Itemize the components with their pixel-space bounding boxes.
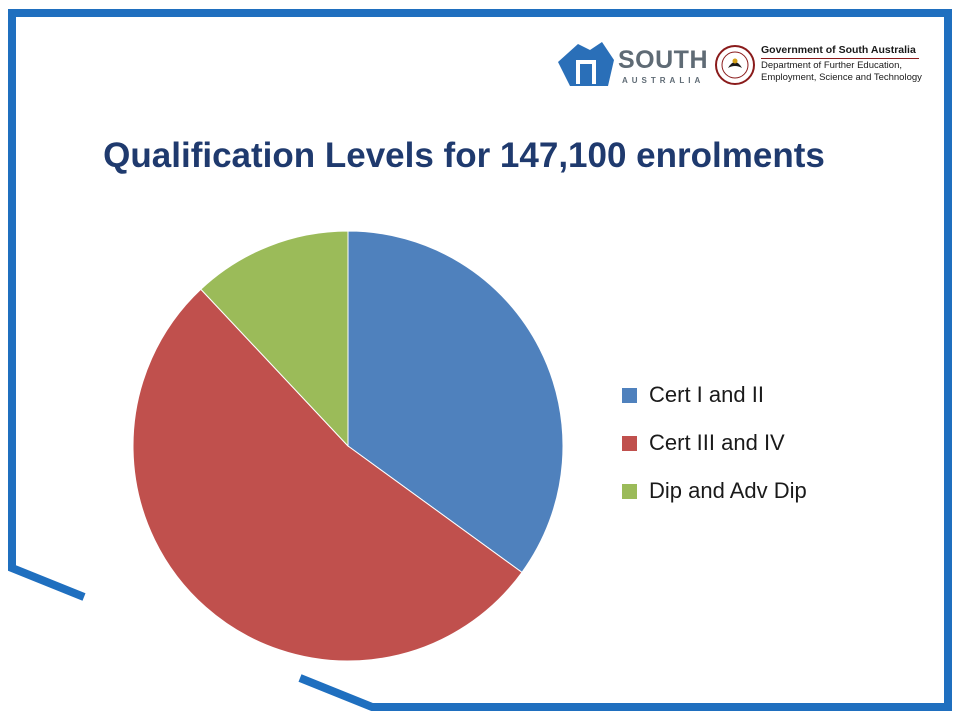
gov-divider	[761, 58, 919, 59]
legend-label: Cert III and IV	[649, 430, 785, 455]
frame-border	[8, 9, 952, 711]
legend-item: Cert III and IV	[622, 430, 807, 455]
legend-swatch	[622, 387, 637, 403]
pie-slice-cert-i-and-ii	[347, 230, 564, 574]
gov-dept-line1: Department of Further Education,	[761, 60, 902, 71]
frame-tail-left	[8, 560, 86, 601]
legend-label: Cert I and II	[649, 382, 764, 407]
state-badge-icon	[715, 45, 755, 85]
legend-item: Dip and Adv Dip	[622, 478, 807, 503]
chart-title: Qualification Levels for 147,100 enrolme…	[103, 136, 825, 175]
header-logos: SOUTH AUSTRALIA Government of South Aust…	[556, 38, 936, 98]
gov-dept: Department of Further Education, Employm…	[761, 60, 922, 84]
brand-name: SOUTH	[618, 46, 708, 74]
gov-title: Government of South Australia	[761, 44, 916, 56]
legend-label: Dip and Adv Dip	[649, 478, 807, 503]
pie-slice-dip-and-adv-dip	[200, 230, 349, 448]
gov-dept-line2: Employment, Science and Technology	[761, 72, 922, 83]
pie-slice-cert-iii-and-iv	[132, 288, 523, 662]
south-australia-logo-icon	[558, 42, 614, 86]
brand-sub: AUSTRALIA	[622, 76, 705, 85]
legend-item: Cert I and II	[622, 382, 807, 407]
chart-legend: Cert I and II Cert III and IV Dip and Adv …	[622, 382, 807, 527]
legend-swatch	[622, 483, 637, 499]
legend-swatch	[622, 435, 637, 451]
